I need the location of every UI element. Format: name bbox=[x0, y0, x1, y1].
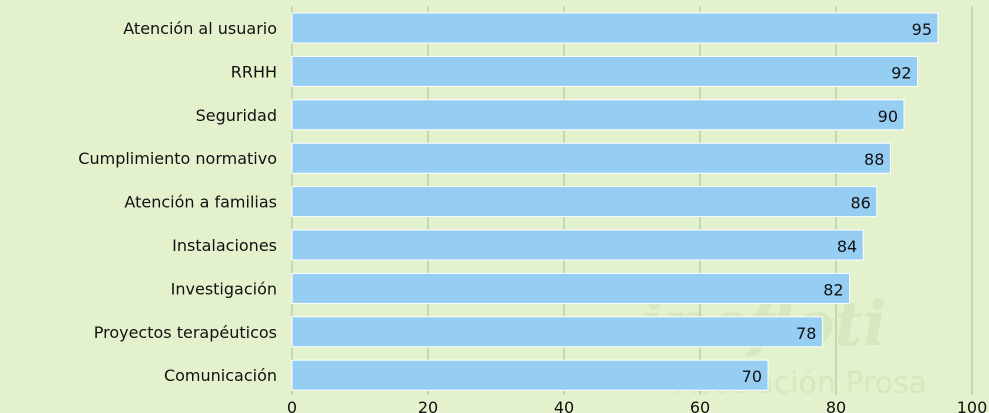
category-label: RRHH bbox=[231, 62, 277, 81]
value-label: 90 bbox=[878, 107, 898, 126]
bar bbox=[291, 316, 823, 348]
category-label: Cumplimiento normativo bbox=[78, 149, 277, 168]
bar bbox=[291, 359, 769, 391]
x-tick-label: 60 bbox=[690, 398, 710, 413]
value-label: 84 bbox=[837, 237, 857, 256]
value-label: 82 bbox=[823, 280, 843, 299]
bar bbox=[291, 142, 891, 174]
category-label: Seguridad bbox=[196, 106, 277, 125]
x-tick-label: 20 bbox=[418, 398, 438, 413]
bar bbox=[291, 186, 878, 218]
bar bbox=[291, 229, 864, 261]
x-tick-label: 40 bbox=[554, 398, 574, 413]
x-tick-label: 80 bbox=[826, 398, 846, 413]
x-tick-label: 100 bbox=[957, 398, 988, 413]
value-label: 78 bbox=[796, 324, 816, 343]
bar bbox=[291, 12, 939, 44]
category-label: Atención al usuario bbox=[123, 19, 277, 38]
bar bbox=[291, 272, 851, 304]
value-label: 86 bbox=[850, 194, 870, 213]
value-label: 70 bbox=[742, 367, 762, 386]
category-label: Comunicación bbox=[164, 366, 277, 385]
category-label: Investigación bbox=[171, 279, 277, 298]
category-label: Instalaciones bbox=[172, 236, 277, 255]
value-label: 88 bbox=[864, 150, 884, 169]
x-tick-label: 0 bbox=[287, 398, 297, 413]
category-label: Proyectos terapéuticos bbox=[94, 323, 277, 342]
bar bbox=[291, 55, 919, 87]
value-label: 92 bbox=[891, 63, 911, 82]
value-label: 95 bbox=[912, 20, 932, 39]
bar bbox=[291, 99, 905, 131]
category-label: Atención a familias bbox=[124, 193, 277, 212]
